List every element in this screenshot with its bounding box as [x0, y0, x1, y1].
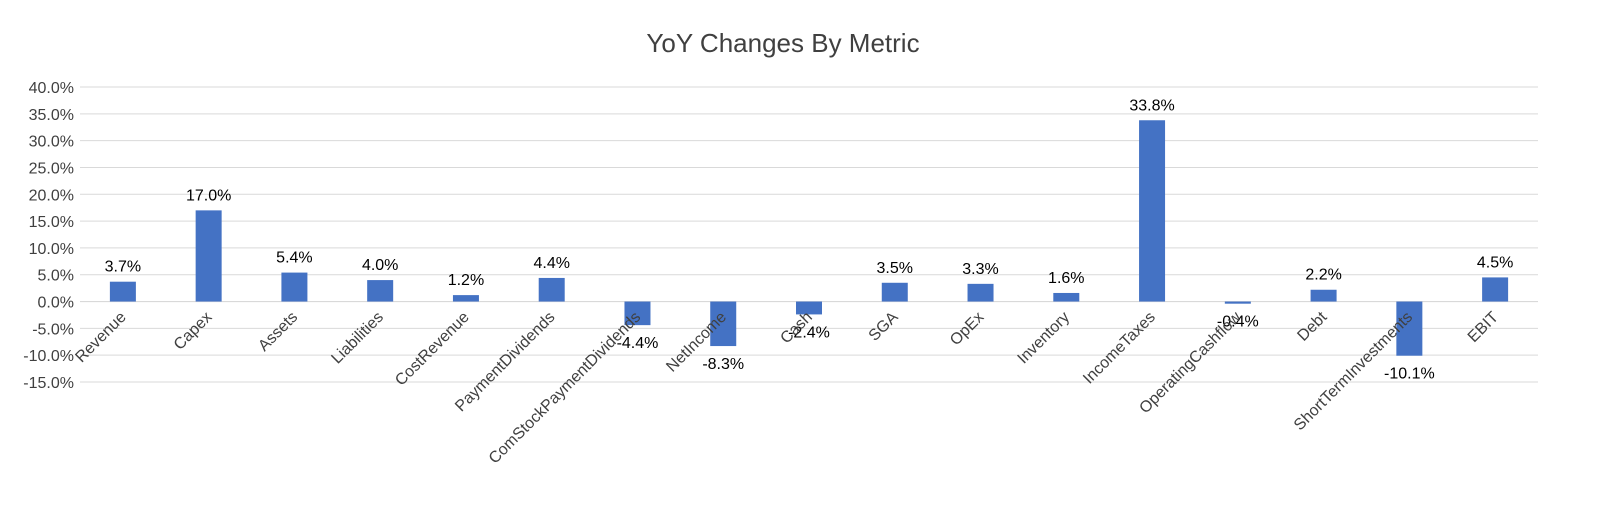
y-tick-label: 30.0%: [29, 134, 74, 151]
data-label: -2.4%: [788, 324, 830, 341]
data-label: -4.4%: [617, 335, 659, 352]
bar-OpEx: [967, 283, 994, 302]
y-tick-label: 25.0%: [29, 160, 74, 177]
bar-Revenue: [109, 281, 136, 302]
y-tick-label: 0.0%: [38, 295, 74, 312]
data-label: 1.6%: [1048, 270, 1084, 287]
y-tick-label: -5.0%: [32, 321, 74, 338]
y-tick-label: 40.0%: [29, 80, 74, 97]
bar-Assets: [281, 272, 308, 302]
y-tick-label: 15.0%: [29, 214, 74, 231]
y-tick-label: -15.0%: [23, 375, 74, 392]
bar-ComStockPaymentDividends: [624, 301, 651, 326]
data-label: 4.0%: [362, 257, 398, 274]
y-tick-label: 5.0%: [38, 268, 74, 285]
data-label: -10.1%: [1384, 366, 1435, 383]
bar-IncomeTaxes: [1139, 120, 1166, 302]
y-tick-label: 35.0%: [29, 107, 74, 124]
y-tick-label: 20.0%: [29, 187, 74, 204]
data-label: 1.2%: [448, 272, 484, 289]
data-labels: 3.7% 17.0% 5.4% 4.0% 1.2% 4.4% -4.4% -8.3% -2.4%…: [105, 97, 1514, 382]
bar-ShortTermInvestments: [1396, 301, 1423, 356]
bar-Capex: [195, 210, 222, 302]
data-label: 33.8%: [1129, 97, 1174, 114]
y-tick-label: -10.0%: [23, 348, 74, 365]
data-label: -8.3%: [702, 356, 744, 373]
data-label: 3.5%: [877, 260, 913, 277]
data-label: 3.3%: [962, 261, 998, 278]
bar-OperatingCashflow: [1224, 301, 1251, 304]
bars: [109, 120, 1509, 356]
bar-CostRevenue: [452, 295, 479, 302]
data-label: 2.2%: [1305, 267, 1341, 284]
data-label: -0.4%: [1217, 314, 1259, 331]
data-label: 17.0%: [186, 187, 231, 204]
bar-Inventory: [1053, 292, 1080, 302]
chart-title: YoY Changes By Metric: [646, 28, 919, 58]
data-label: 3.7%: [105, 259, 141, 276]
y-tick-label: 10.0%: [29, 241, 74, 258]
bar-EBIT: [1482, 277, 1509, 302]
data-label: 5.4%: [276, 250, 312, 267]
bar-Debt: [1310, 289, 1337, 302]
bar-SGA: [881, 282, 908, 302]
bar-Cash: [796, 301, 822, 315]
bar-Liabilities: [367, 280, 394, 302]
y-axis-tick-labels: 40.0% 35.0% 30.0% 25.0% 20.0% 15.0% 10.0% 5.0% 0…: [23, 80, 74, 392]
bar-NetIncome: [710, 301, 737, 347]
bar-PaymentDividends: [538, 277, 565, 302]
data-label: 4.4%: [533, 255, 569, 272]
data-label: 4.5%: [1477, 254, 1513, 271]
